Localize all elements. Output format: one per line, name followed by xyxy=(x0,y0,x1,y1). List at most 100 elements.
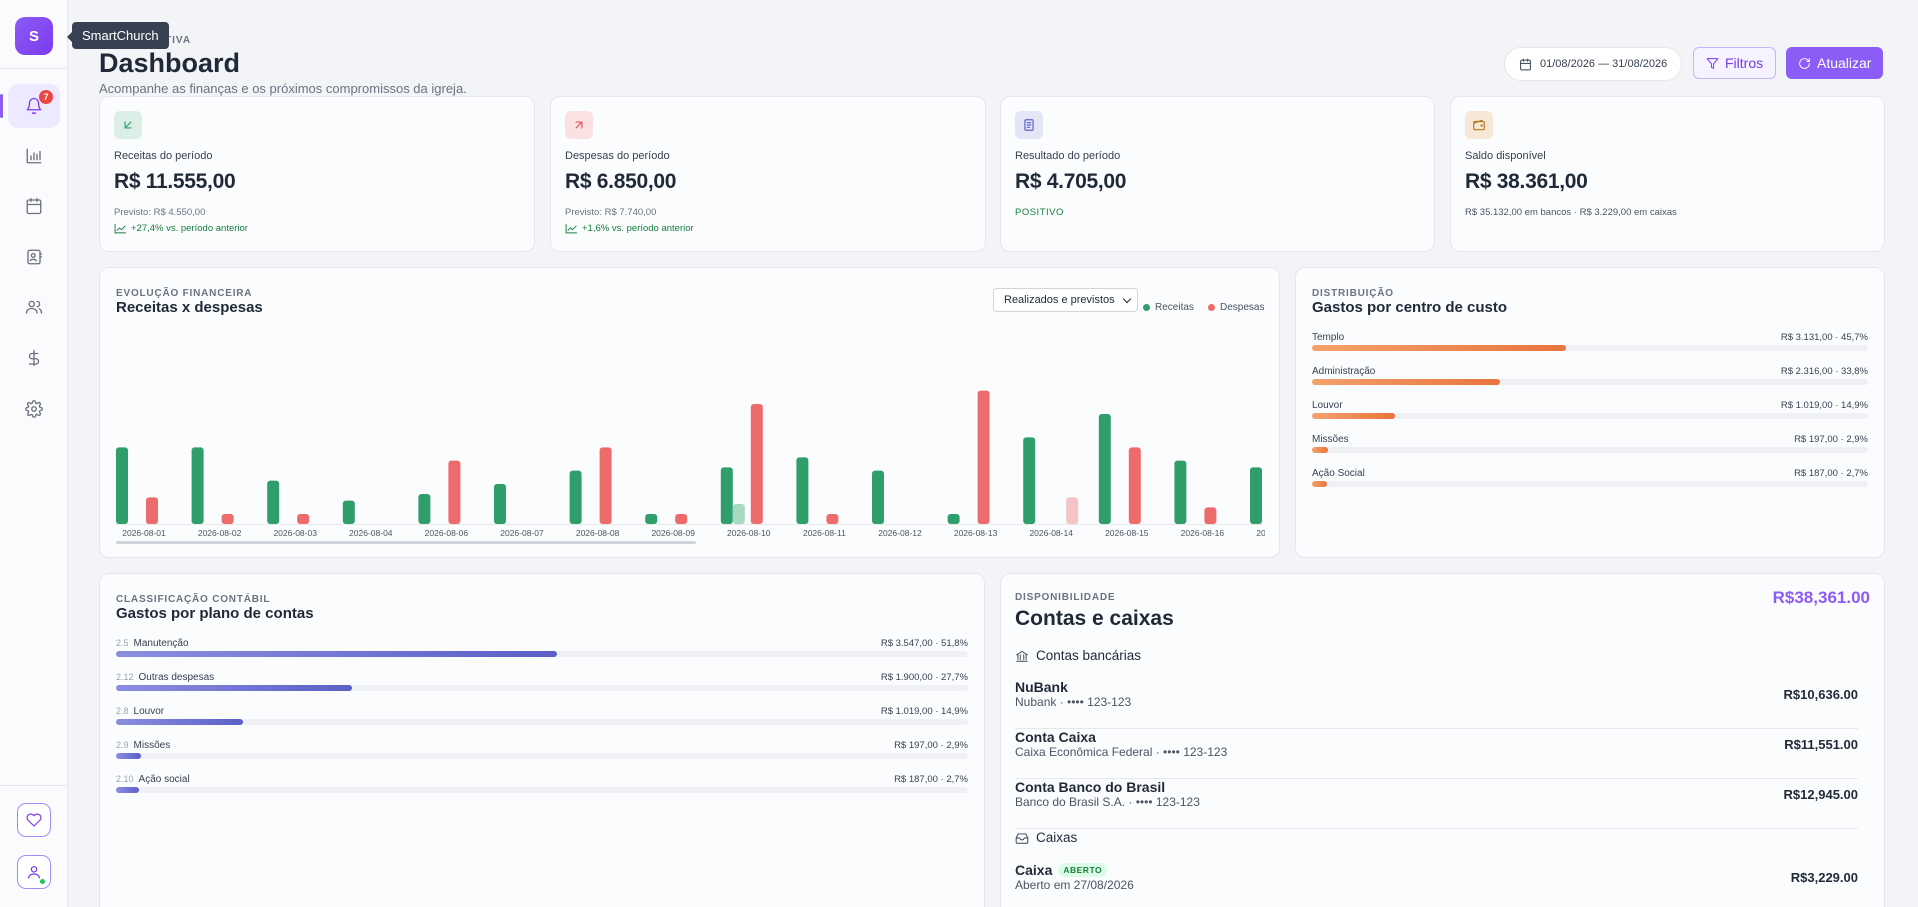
progress-fill xyxy=(1312,379,1500,385)
dollar-icon xyxy=(28,349,40,367)
kpi-label: Resultado do período xyxy=(1015,150,1121,162)
sidebar-divider xyxy=(0,785,68,786)
contacts-icon xyxy=(27,249,43,265)
app-logo[interactable]: S xyxy=(15,17,53,55)
progress-row: Ação Social R$ 187,00 · 2,7% xyxy=(1312,468,1868,490)
bar-despesas[interactable] xyxy=(297,514,310,524)
banks-header: Contas bancárias xyxy=(1015,648,1141,663)
account-name: Conta Banco do Brasil xyxy=(1015,779,1165,795)
bar-receitas[interactable] xyxy=(1250,467,1262,524)
row-value: R$ 1.900,00 · 27,7% xyxy=(880,672,968,683)
bar-receitas[interactable] xyxy=(645,514,658,524)
filters-button[interactable]: Filtros xyxy=(1693,47,1777,79)
banks-header-label: Contas bancárias xyxy=(1036,648,1142,663)
x-tick-label: 2026-08-07 xyxy=(500,528,544,538)
bar-despesas[interactable] xyxy=(448,460,461,524)
nav-reports[interactable] xyxy=(8,134,60,178)
nav-notifications[interactable]: 7 xyxy=(0,84,60,128)
x-tick-label: 2026-08-17 xyxy=(1256,528,1281,538)
bank-account-row[interactable]: Conta Caixa Caixa Econômica Federal · •••… xyxy=(1015,729,1858,779)
progress-row: Missões R$ 197,00 · 2,9% xyxy=(1312,434,1868,456)
chart-scrollbar[interactable] xyxy=(116,541,696,544)
account-detail: Nubank · •••• 123-123 xyxy=(1015,695,1132,709)
kpi-trend: +27,4% vs. período anterior xyxy=(114,223,248,234)
kpi-icon-box xyxy=(565,111,593,139)
x-tick-label: 2026-08-16 xyxy=(1181,528,1225,538)
x-tick-label: 2026-08-06 xyxy=(425,528,469,538)
section-eyebrow: DISPONIBILIDADE xyxy=(1015,592,1116,603)
sidebar: S 7 xyxy=(0,0,68,907)
bar-despesas[interactable] xyxy=(750,404,763,524)
bar-despesas[interactable] xyxy=(1128,447,1141,524)
kpi-value: R$ 4.705,00 xyxy=(1015,170,1127,193)
row-label: 2.10 Ação social xyxy=(116,774,190,785)
bar-receitas[interactable] xyxy=(796,457,809,524)
bar-despesas-previstas[interactable] xyxy=(1066,497,1079,524)
bar-receitas[interactable] xyxy=(872,470,884,524)
bar-despesas[interactable] xyxy=(146,497,158,524)
bar-receitas[interactable] xyxy=(720,467,733,524)
bar-receitas-previstas[interactable] xyxy=(732,504,745,524)
date-range-text: 01/08/2026 — 31/08/2026 xyxy=(1540,58,1668,70)
favorites-button[interactable] xyxy=(17,803,51,837)
bar-receitas[interactable] xyxy=(947,514,960,524)
bar-receitas[interactable] xyxy=(1098,414,1111,524)
bar-receitas[interactable] xyxy=(569,470,582,524)
nav-members[interactable] xyxy=(8,285,60,329)
bar-receitas[interactable] xyxy=(267,480,280,524)
nav-finance[interactable] xyxy=(8,336,60,380)
bar-receitas[interactable] xyxy=(1174,460,1187,524)
chart-mode-select[interactable]: Realizados e previstos xyxy=(993,288,1138,312)
availability-total: R$38,361.00 xyxy=(1772,588,1870,607)
bar-receitas[interactable] xyxy=(418,494,431,524)
user-profile-button[interactable] xyxy=(17,855,51,889)
progress-track xyxy=(1312,379,1868,385)
bar-receitas[interactable] xyxy=(116,447,128,524)
bar-despesas[interactable] xyxy=(977,390,990,524)
cash-row[interactable]: Caixa ABERTO Aberto em 27/08/2026 R$3,229.0… xyxy=(1015,862,1858,907)
bar-despesas[interactable] xyxy=(221,514,234,524)
progress-fill xyxy=(116,651,558,657)
bank-account-row[interactable]: NuBank Nubank · •••• 123-123 R$10,636.00 xyxy=(1015,679,1858,729)
page-eyebrow: TIVA xyxy=(165,35,192,46)
bar-receitas[interactable] xyxy=(342,500,355,524)
bar-receitas[interactable] xyxy=(1023,437,1036,524)
nav-settings[interactable] xyxy=(8,387,60,431)
bar-despesas[interactable] xyxy=(826,514,839,524)
kpi-forecast: Previsto: R$ 4.550,00 xyxy=(114,207,206,218)
update-button[interactable]: Atualizar xyxy=(1786,47,1884,79)
accounts-plan-card: CLASSIFICAÇÃO CONTÁBIL Gastos por plano … xyxy=(99,573,985,907)
progress-row: Templo R$ 3.131,00 · 45,7% xyxy=(1312,332,1868,354)
account-name-text: NuBank xyxy=(1015,679,1068,695)
row-label: 2.9 Missões xyxy=(116,740,170,751)
bar-receitas[interactable] xyxy=(494,484,506,524)
progress-row: Administração R$ 2.316,00 · 33,8% xyxy=(1312,366,1868,388)
row-value: R$ 1.019,00 · 14,9% xyxy=(1780,400,1868,411)
date-range-picker[interactable]: 01/08/2026 — 31/08/2026 xyxy=(1504,47,1683,81)
bar-receitas[interactable] xyxy=(191,447,204,524)
kpi-icon-box xyxy=(1465,111,1493,139)
kpi-detail: R$ 35.132,00 em bancos · R$ 3.229,00 em … xyxy=(1465,207,1677,218)
kpi-card-resultado: Resultado do período R$ 4.705,00 POSITIV… xyxy=(1000,96,1435,252)
gear-icon xyxy=(25,400,43,418)
inbox-icon xyxy=(1015,832,1029,844)
section-title: Gastos por centro de custo xyxy=(1312,299,1508,316)
bar-despesas[interactable] xyxy=(1204,507,1217,524)
user-icon xyxy=(28,866,40,879)
arrow-up-right-icon xyxy=(575,121,583,129)
bar-despesas[interactable] xyxy=(599,447,612,524)
account-balance: R$3,229.00 xyxy=(1790,870,1858,885)
kpi-card-saldo: Saldo disponível R$ 38.361,00 R$ 35.132,… xyxy=(1450,96,1885,252)
row-label: 2.8 Louvor xyxy=(116,706,164,717)
nav-calendar[interactable] xyxy=(8,184,60,228)
cash-header: Caixas xyxy=(1015,830,1077,845)
bar-despesas[interactable] xyxy=(675,514,688,524)
legend-dot xyxy=(1208,304,1215,311)
nav-contacts[interactable] xyxy=(8,235,60,279)
row-label-text: Administração xyxy=(1312,366,1376,377)
kpi-icon-box xyxy=(114,111,142,139)
account-balance: R$12,945.00 xyxy=(1783,787,1858,802)
refresh-icon xyxy=(1799,57,1810,69)
bank-account-row[interactable]: Conta Banco do Brasil Banco do Brasil S.A… xyxy=(1015,779,1858,829)
progress-fill xyxy=(116,753,141,759)
